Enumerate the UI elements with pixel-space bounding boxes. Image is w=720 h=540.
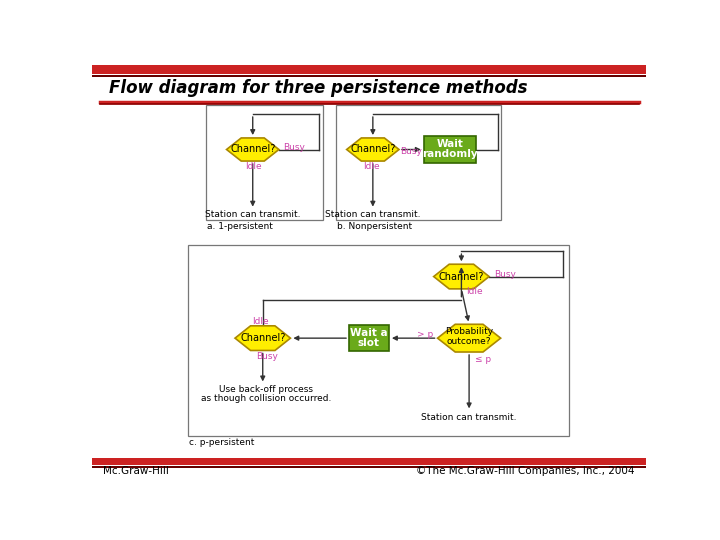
- Text: Busy: Busy: [400, 147, 423, 156]
- Text: Idle: Idle: [364, 162, 380, 171]
- Polygon shape: [438, 325, 500, 352]
- Bar: [92, 466, 647, 468]
- Text: outcome?: outcome?: [447, 338, 491, 347]
- Text: randomly: randomly: [422, 149, 477, 159]
- Text: Probability: Probability: [445, 327, 493, 336]
- Polygon shape: [235, 326, 290, 350]
- Text: Idle: Idle: [245, 162, 261, 171]
- Polygon shape: [433, 264, 489, 289]
- Text: Channel?: Channel?: [230, 145, 276, 154]
- Text: Channel?: Channel?: [240, 333, 285, 343]
- Text: Idle: Idle: [252, 316, 269, 326]
- FancyBboxPatch shape: [349, 325, 389, 351]
- Text: a. 1-persistent: a. 1-persistent: [207, 222, 272, 231]
- Bar: [92, 75, 647, 77]
- Text: Busy: Busy: [284, 143, 305, 152]
- Text: ©The Mc.Graw-Hill Companies, Inc., 2004: ©The Mc.Graw-Hill Companies, Inc., 2004: [416, 467, 634, 476]
- Polygon shape: [227, 138, 279, 161]
- Text: Channel?: Channel?: [438, 272, 484, 281]
- Polygon shape: [346, 138, 399, 161]
- FancyBboxPatch shape: [423, 137, 476, 163]
- Text: Wait a: Wait a: [350, 328, 388, 338]
- Bar: [206, 105, 323, 220]
- Text: Wait: Wait: [436, 139, 463, 149]
- Text: c. p-persistent: c. p-persistent: [189, 437, 254, 447]
- Text: Busy: Busy: [494, 270, 516, 279]
- Text: Flow diagram for three persistence methods: Flow diagram for three persistence metho…: [109, 79, 527, 97]
- Text: Mc.Graw-Hill: Mc.Graw-Hill: [104, 467, 169, 476]
- Text: > p: > p: [418, 330, 433, 339]
- Text: Station can transmit.: Station can transmit.: [205, 210, 300, 219]
- Text: Use back-off process: Use back-off process: [219, 385, 312, 394]
- Text: Busy: Busy: [256, 352, 279, 361]
- Text: Channel?: Channel?: [350, 145, 395, 154]
- Text: slot: slot: [358, 338, 380, 348]
- Text: b. Nonpersistent: b. Nonpersistent: [337, 222, 412, 231]
- Bar: [336, 105, 501, 220]
- Text: Idle: Idle: [466, 287, 482, 296]
- Text: as though collision occurred.: as though collision occurred.: [201, 394, 331, 403]
- Bar: [92, 65, 647, 74]
- Text: Station can transmit.: Station can transmit.: [325, 210, 420, 219]
- Text: Station can transmit.: Station can transmit.: [421, 413, 517, 422]
- Bar: [188, 245, 570, 436]
- Text: ≤ p: ≤ p: [475, 355, 491, 364]
- Bar: [92, 457, 647, 465]
